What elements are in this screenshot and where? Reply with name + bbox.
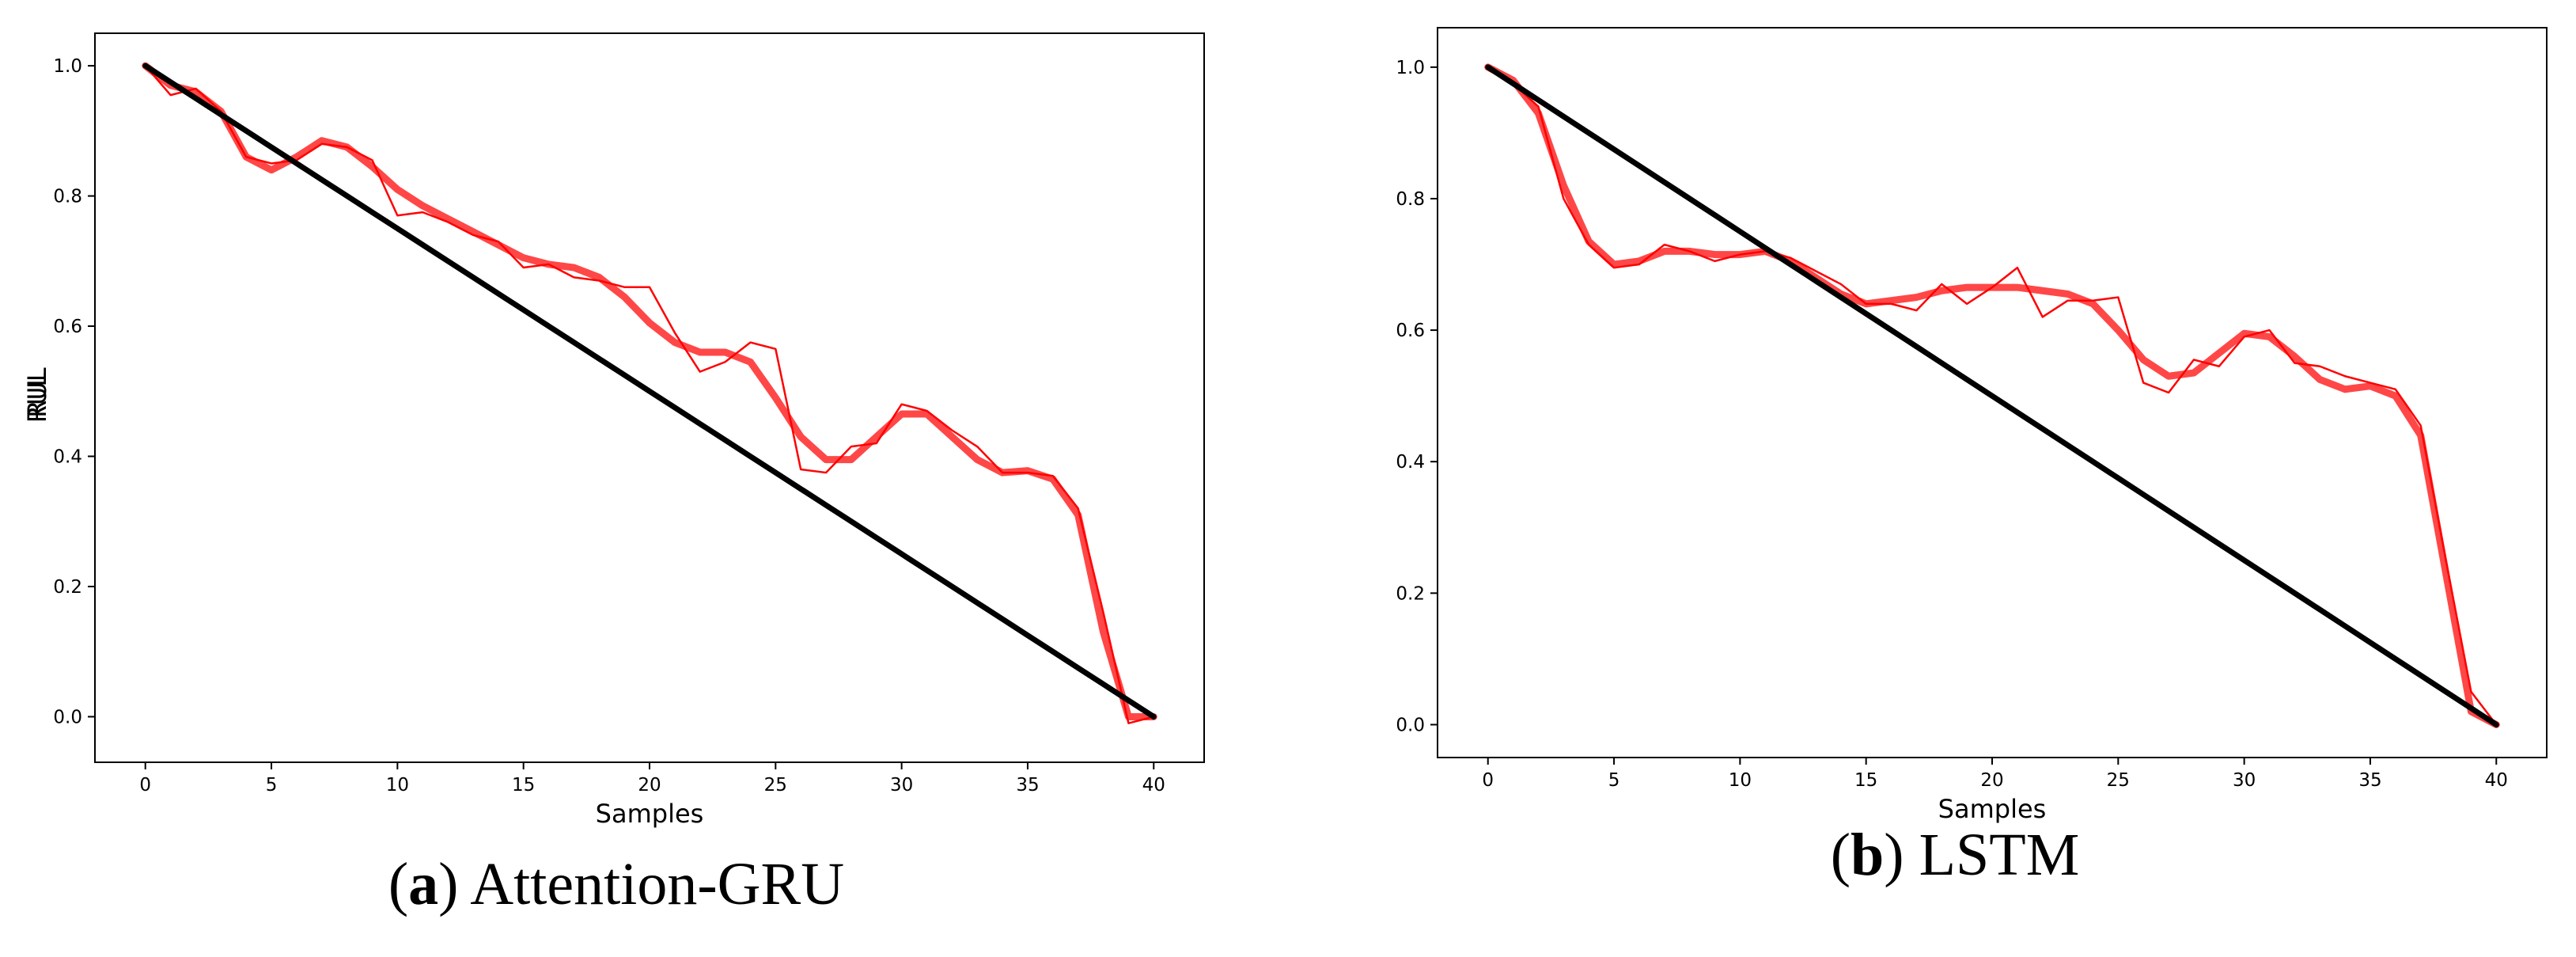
x-tick-label: 15 — [512, 775, 535, 796]
x-tick-label: 25 — [2107, 770, 2130, 791]
y-tick-label: 0.4 — [53, 447, 82, 468]
x-tick-label: 40 — [2485, 770, 2508, 791]
series-line — [1484, 63, 2500, 728]
y-tick-label: 0.2 — [1396, 583, 1425, 604]
series-line — [142, 62, 1157, 720]
x-tick-label: 35 — [1016, 775, 1039, 796]
series-line — [142, 63, 1157, 720]
caption: (a) Attention-GRU — [388, 851, 844, 917]
y-tick-label: 1.0 — [53, 56, 82, 77]
y-axis-label: RUL — [22, 373, 52, 423]
x-tick-label: 10 — [386, 775, 409, 796]
x-tick-label: 40 — [1142, 775, 1165, 796]
x-axis-label: Samples — [596, 799, 704, 829]
x-tick-label: 20 — [1980, 770, 2003, 791]
x-tick-label: 30 — [890, 775, 913, 796]
caption-part: ( — [1831, 822, 1851, 888]
y-axis-label: RUL — [22, 367, 52, 418]
y-tick-label: 0.0 — [1396, 715, 1425, 735]
caption-part: ) Attention-GRU — [438, 851, 844, 917]
chart: 0 5 10 15 20 25 30 35 40 0.0 0.2 0.4 0.6 0.8 1.0 Sample… — [22, 32, 1205, 917]
x-tick-label: 0 — [139, 775, 151, 796]
caption-part: b — [1851, 822, 1884, 888]
y-tick-label: 0.4 — [1396, 452, 1425, 473]
x-axis-label: Samples — [1938, 794, 2047, 824]
y-tick-label: 0.8 — [1396, 189, 1425, 210]
x-tick-label: 20 — [638, 775, 661, 796]
x-tick-label: 5 — [266, 775, 278, 796]
x-tick-label: 10 — [1729, 770, 1752, 791]
x-tick-label: 0 — [1482, 770, 1494, 791]
y-tick-label: 0.0 — [53, 707, 82, 727]
chart: 0 5 10 15 20 25 30 35 40 0.0 0.2 0.4 0.6 0.8 1.0 Sample… — [22, 27, 2548, 888]
caption-part: ) LSTM — [1884, 822, 2079, 888]
y-tick-label: 1.0 — [1396, 58, 1425, 78]
caption-part: a — [408, 851, 438, 917]
caption: (b) LSTM — [1831, 822, 2080, 888]
x-tick-label: 35 — [2358, 770, 2381, 791]
x-tick-label: 25 — [764, 775, 787, 796]
caption-part: ( — [388, 851, 408, 917]
y-tick-label: 0.6 — [53, 317, 82, 337]
series-line — [1485, 64, 2499, 727]
x-tick-label: 5 — [1608, 770, 1620, 791]
y-tick-label: 0.8 — [53, 187, 82, 207]
x-tick-label: 15 — [1854, 770, 1877, 791]
x-tick-label: 30 — [2233, 770, 2256, 791]
y-tick-label: 0.6 — [1396, 321, 1425, 341]
y-tick-label: 0.2 — [53, 577, 82, 598]
